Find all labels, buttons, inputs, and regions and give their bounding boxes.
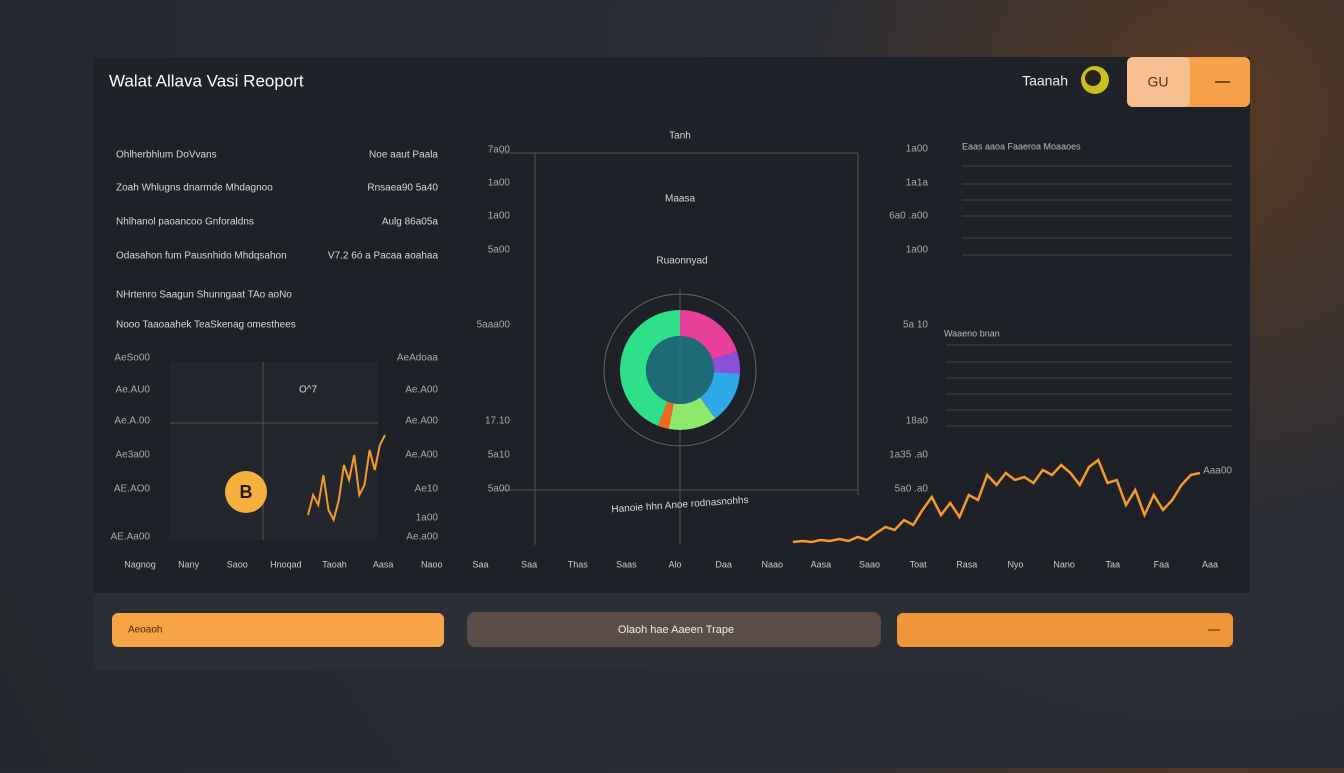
x-label: Daa <box>715 559 732 569</box>
x-label: Saa <box>521 559 537 569</box>
donut-ring <box>603 293 757 447</box>
x-label: Alo <box>668 559 681 569</box>
right-value-label: Aaa00 <box>1203 466 1232 477</box>
x-label: Naao <box>762 559 784 569</box>
x-label: Nany <box>178 559 200 569</box>
row-label: Ohlherbhlum DoVvans <box>116 150 217 161</box>
badge-label: B <box>240 482 253 502</box>
center-right-label: 1a00 <box>906 144 929 155</box>
center-right-label: 1a35 .a0 <box>889 450 928 461</box>
center-left-label: 5aaa00 <box>477 320 511 331</box>
center-subtitle: Maasa <box>665 194 695 205</box>
donut-segment <box>620 310 680 426</box>
center-left-label: 5a10 <box>488 450 511 461</box>
mini-right-label: Ae10 <box>415 484 439 495</box>
center-left-label: 5a00 <box>488 245 511 256</box>
center-title: Tanh <box>669 131 691 142</box>
mini-label: O^7 <box>299 385 317 396</box>
x-label: Saas <box>616 559 637 569</box>
mini-right-label: 1a00 <box>416 513 439 524</box>
x-label: Saao <box>859 559 880 569</box>
x-label: Saa <box>472 559 488 569</box>
x-label: Nagnog <box>124 559 156 569</box>
x-label: Thas <box>568 559 589 569</box>
right-heading: Eaas aaoa Faaeroa Moaaoes <box>962 141 1081 151</box>
center-right-label: 1a00 <box>906 245 929 256</box>
center-right-label: 18a0 <box>906 416 929 427</box>
title: Walat Allava Vasi Reoport <box>109 71 304 90</box>
x-label: Rasa <box>956 559 977 569</box>
footer-button[interactable] <box>467 612 881 647</box>
right-heading2: Waaeno bnan <box>944 328 1000 338</box>
mini-left-label: Ae3a00 <box>116 450 151 461</box>
mini-left-label: AE.Aa00 <box>111 532 151 543</box>
x-label: Toat <box>910 559 928 569</box>
mini-right-label: AeAdoaa <box>397 353 439 364</box>
x-label: Aaa <box>1202 559 1218 569</box>
x-label: Nano <box>1053 559 1075 569</box>
row-label: Nhlhanol paoancoo Gnforaldns <box>116 217 254 228</box>
center-left-label: 7a00 <box>488 145 511 156</box>
donut-segment <box>680 310 738 360</box>
user-name: Taanah <box>1022 73 1068 89</box>
footer-button[interactable] <box>897 613 1233 647</box>
row-label: NHrtenro Saagun Shunngaat TAo aoNo <box>116 290 292 301</box>
center-label: Ruaonnyad <box>656 256 707 267</box>
donut-hole <box>646 336 714 404</box>
row-value: Rnsaea90 5a40 <box>367 183 438 194</box>
row-label: Nooo Taaoaahek TeaSkenag omesthees <box>116 320 296 331</box>
header-button[interactable] <box>1127 57 1190 107</box>
center-right-label: 1a1a <box>906 178 929 189</box>
dynamic: Ohlherbhlum DoVvans Noe aaut Paala Zoah Wh… <box>111 131 1233 570</box>
center-right-label: 6a0 .a00 <box>889 211 928 222</box>
footer-button[interactable] <box>112 613 444 647</box>
center-right-label: 5a0 .a0 <box>895 484 929 495</box>
x-label: Aasa <box>811 559 832 569</box>
mini-left-label: AE.AO0 <box>114 484 151 495</box>
donut-segment <box>657 401 674 429</box>
mini-line <box>307 434 386 523</box>
mini-right-label: Ae.A00 <box>405 450 438 461</box>
row-value: V7.2 6ó a Pacaa aoahaa <box>328 251 439 262</box>
row-label: Zoah Whlugns dnarmde Mhdagnoo <box>116 183 273 194</box>
mini-left-label: Ae.A.00 <box>114 416 150 427</box>
mini-right-label: Ae.A00 <box>405 416 438 427</box>
footer-center[interactable]: Olaoh hae Aaeen Trape <box>618 624 734 636</box>
center-left-label: 5a00 <box>488 484 511 495</box>
row-value: Aulg 86a05a <box>382 217 439 228</box>
avatar-face <box>1085 70 1101 86</box>
x-label: Hnoqad <box>270 559 302 569</box>
x-label: Faa <box>1154 559 1170 569</box>
x-label: Aasa <box>373 559 394 569</box>
mini-chart-bg <box>170 362 378 540</box>
row-label: Odasahon fum Pausnhido Mhdqsahon <box>116 251 287 262</box>
footer-left[interactable]: Aeoaoh <box>128 625 162 636</box>
mini-left-label: Ae.AU0 <box>116 385 151 396</box>
x-label: Naoo <box>421 559 443 569</box>
x-label: Taa <box>1105 559 1120 569</box>
button-label[interactable]: GU <box>1148 74 1169 90</box>
donut-segment <box>668 397 716 430</box>
x-label: Nyo <box>1007 559 1023 569</box>
center-left-label: 1a00 <box>488 178 511 189</box>
mini-right-label: Ae.A00 <box>405 385 438 396</box>
donut-segment <box>699 372 740 419</box>
x-label: Saoo <box>227 559 248 569</box>
x-label: Taoah <box>322 559 347 569</box>
donut-segment <box>712 351 740 374</box>
row-value: Noe aaut Paala <box>369 150 438 161</box>
header-bar <box>93 57 1250 107</box>
center-left-label: 1a00 <box>488 211 511 222</box>
mini-left-label: AeSo00 <box>114 353 150 364</box>
center-left-label: 17.10 <box>485 416 510 427</box>
mini-right-label: Ae.a00 <box>406 532 438 543</box>
center-right-label: 5a 10 <box>903 320 928 331</box>
badge <box>225 471 267 513</box>
right-line <box>792 458 1201 544</box>
